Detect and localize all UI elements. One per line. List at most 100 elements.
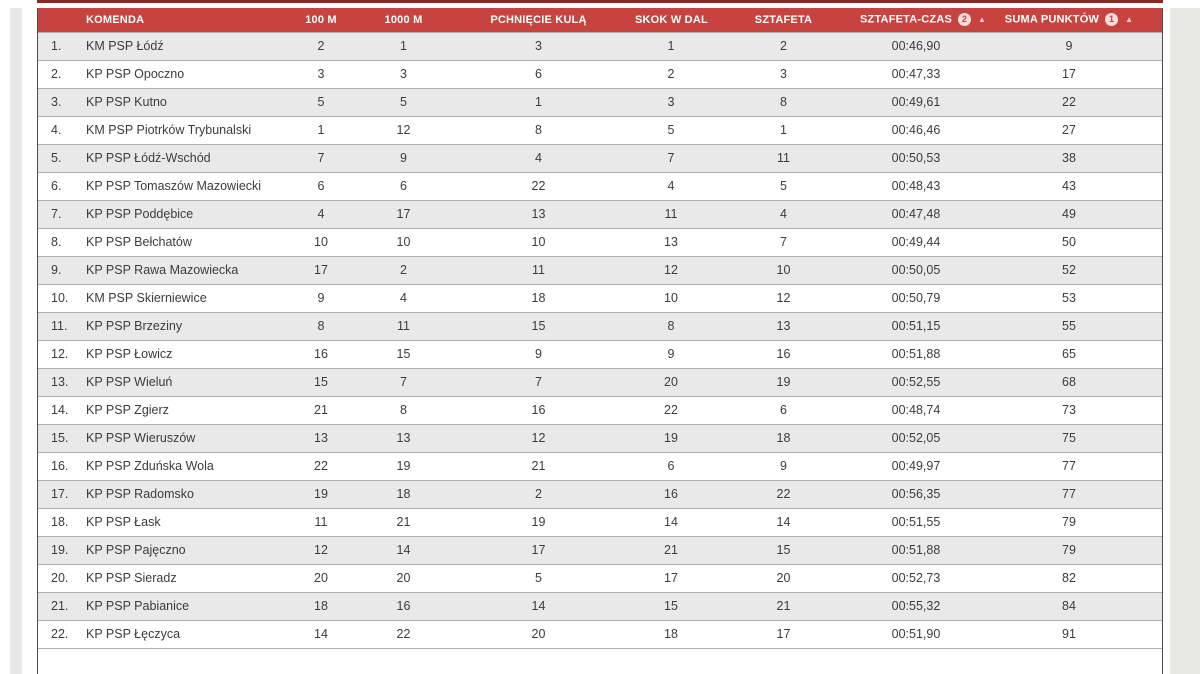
rank-cell: 20. [38,563,86,592]
rank-cell: 9. [38,255,86,284]
sztafeta-czas-cell: 00:51,15 [856,311,976,340]
table-header-row: KOMENDA 100 M 1000 M PCHNIĘCIE KULĄ SKOK… [38,8,1162,32]
pchniecie-kula-cell: 9 [446,339,631,368]
skok-w-dal-cell: 6 [631,451,711,480]
100m-cell: 4 [281,199,361,228]
skok-w-dal-cell: 21 [631,535,711,564]
komenda-cell: KP PSP Łowicz [86,339,281,368]
pchniecie-kula-cell: 10 [446,227,631,256]
header-skok-w-dal[interactable]: SKOK W DAL [631,8,711,32]
komenda-cell: KP PSP Bełchatów [86,227,281,256]
sztafeta-czas-cell: 00:49,44 [856,227,976,256]
table-row: 20. KP PSP Sieradz 20 20 5 17 20 00:52,7… [38,563,1162,592]
rank-cell: 2. [38,59,86,88]
table-row: 17. KP PSP Radomsko 19 18 2 16 22 00:56,… [38,479,1162,508]
header-rank [38,8,86,32]
table-row: 19. KP PSP Pajęczno 12 14 17 21 15 00:51… [38,535,1162,564]
rank-cell: 22. [38,619,86,649]
top-accent-line [37,0,1163,3]
pchniecie-kula-cell: 16 [446,395,631,424]
suma-punktow-cell: 38 [976,143,1162,172]
komenda-cell: KP PSP Łódź-Wschód [86,143,281,172]
suma-punktow-cell: 75 [976,423,1162,452]
sztafeta-cell: 10 [711,255,856,284]
table-header: KOMENDA 100 M 1000 M PCHNIĘCIE KULĄ SKOK… [38,8,1162,32]
skok-w-dal-cell: 19 [631,423,711,452]
100m-cell: 22 [281,451,361,480]
header-pchniecie-kula[interactable]: PCHNIĘCIE KULĄ [446,8,631,32]
sztafeta-czas-cell: 00:47,48 [856,199,976,228]
table-row: 22. KP PSP Łęczyca 14 22 20 18 17 00:51,… [38,619,1162,649]
pchniecie-kula-cell: 13 [446,199,631,228]
pchniecie-kula-cell: 21 [446,451,631,480]
100m-cell: 13 [281,423,361,452]
sztafeta-cell: 16 [711,339,856,368]
sztafeta-czas-cell: 00:48,74 [856,395,976,424]
skok-w-dal-cell: 12 [631,255,711,284]
1000m-cell: 10 [361,227,446,256]
rank-cell: 14. [38,395,86,424]
100m-cell: 9 [281,283,361,312]
skok-w-dal-cell: 13 [631,227,711,256]
1000m-cell: 21 [361,507,446,536]
pchniecie-kula-cell: 20 [446,619,631,649]
pchniecie-kula-cell: 7 [446,367,631,396]
100m-cell: 6 [281,171,361,200]
skok-w-dal-cell: 3 [631,87,711,116]
komenda-cell: KP PSP Tomaszów Mazowiecki [86,171,281,200]
header-sztafeta-czas[interactable]: SZTAFETA-CZAS 2 ▲ [856,8,986,32]
komenda-cell: KP PSP Zduńska Wola [86,451,281,480]
rank-cell: 7. [38,199,86,228]
sztafeta-cell: 6 [711,395,856,424]
table-row: 14. KP PSP Zgierz 21 8 16 22 6 00:48,74 … [38,395,1162,424]
sztafeta-cell: 11 [711,143,856,172]
pchniecie-kula-cell: 11 [446,255,631,284]
komenda-cell: KP PSP Zgierz [86,395,281,424]
komenda-cell: KP PSP Radomsko [86,479,281,508]
100m-cell: 19 [281,479,361,508]
suma-punktow-cell: 49 [976,199,1162,228]
pchniecie-kula-cell: 2 [446,479,631,508]
sztafeta-cell: 1 [711,115,856,144]
pchniecie-kula-cell: 15 [446,311,631,340]
table-row: 12. KP PSP Łowicz 16 15 9 9 16 00:51,88 … [38,339,1162,368]
skok-w-dal-cell: 20 [631,367,711,396]
header-1000m[interactable]: 1000 M [361,8,446,32]
1000m-cell: 19 [361,451,446,480]
rank-cell: 18. [38,507,86,536]
header-komenda[interactable]: KOMENDA [86,8,281,32]
sztafeta-cell: 15 [711,535,856,564]
rank-cell: 16. [38,451,86,480]
100m-cell: 20 [281,563,361,592]
suma-punktow-cell: 68 [976,367,1162,396]
suma-punktow-cell: 50 [976,227,1162,256]
pchniecie-kula-cell: 4 [446,143,631,172]
sztafeta-cell: 19 [711,367,856,396]
100m-cell: 14 [281,619,361,649]
100m-cell: 16 [281,339,361,368]
pchniecie-kula-cell: 5 [446,563,631,592]
1000m-cell: 14 [361,535,446,564]
header-sztafeta[interactable]: SZTAFETA [711,8,856,32]
pchniecie-kula-cell: 18 [446,283,631,312]
rank-cell: 17. [38,479,86,508]
komenda-cell: KP PSP Sieradz [86,563,281,592]
sztafeta-czas-cell: 00:46,46 [856,115,976,144]
sztafeta-czas-cell: 00:50,53 [856,143,976,172]
pchniecie-kula-cell: 6 [446,59,631,88]
sztafeta-czas-cell: 00:51,88 [856,339,976,368]
header-suma-punktow-label: SUMA PUNKTÓW [1004,13,1100,26]
table-row: 2. KP PSP Opoczno 3 3 6 2 3 00:47,33 17 [38,59,1162,88]
sztafeta-cell: 8 [711,87,856,116]
header-suma-punktow[interactable]: SUMA PUNKTÓW 1 ▲ [976,8,1162,32]
rank-cell: 6. [38,171,86,200]
100m-cell: 1 [281,115,361,144]
komenda-cell: KP PSP Brzeziny [86,311,281,340]
sztafeta-cell: 13 [711,311,856,340]
pchniecie-kula-cell: 12 [446,423,631,452]
table-row: 10. KM PSP Skierniewice 9 4 18 10 12 00:… [38,283,1162,312]
rank-cell: 12. [38,339,86,368]
header-100m[interactable]: 100 M [281,8,361,32]
table-row: 16. KP PSP Zduńska Wola 22 19 21 6 9 00:… [38,451,1162,480]
komenda-cell: KP PSP Kutno [86,87,281,116]
